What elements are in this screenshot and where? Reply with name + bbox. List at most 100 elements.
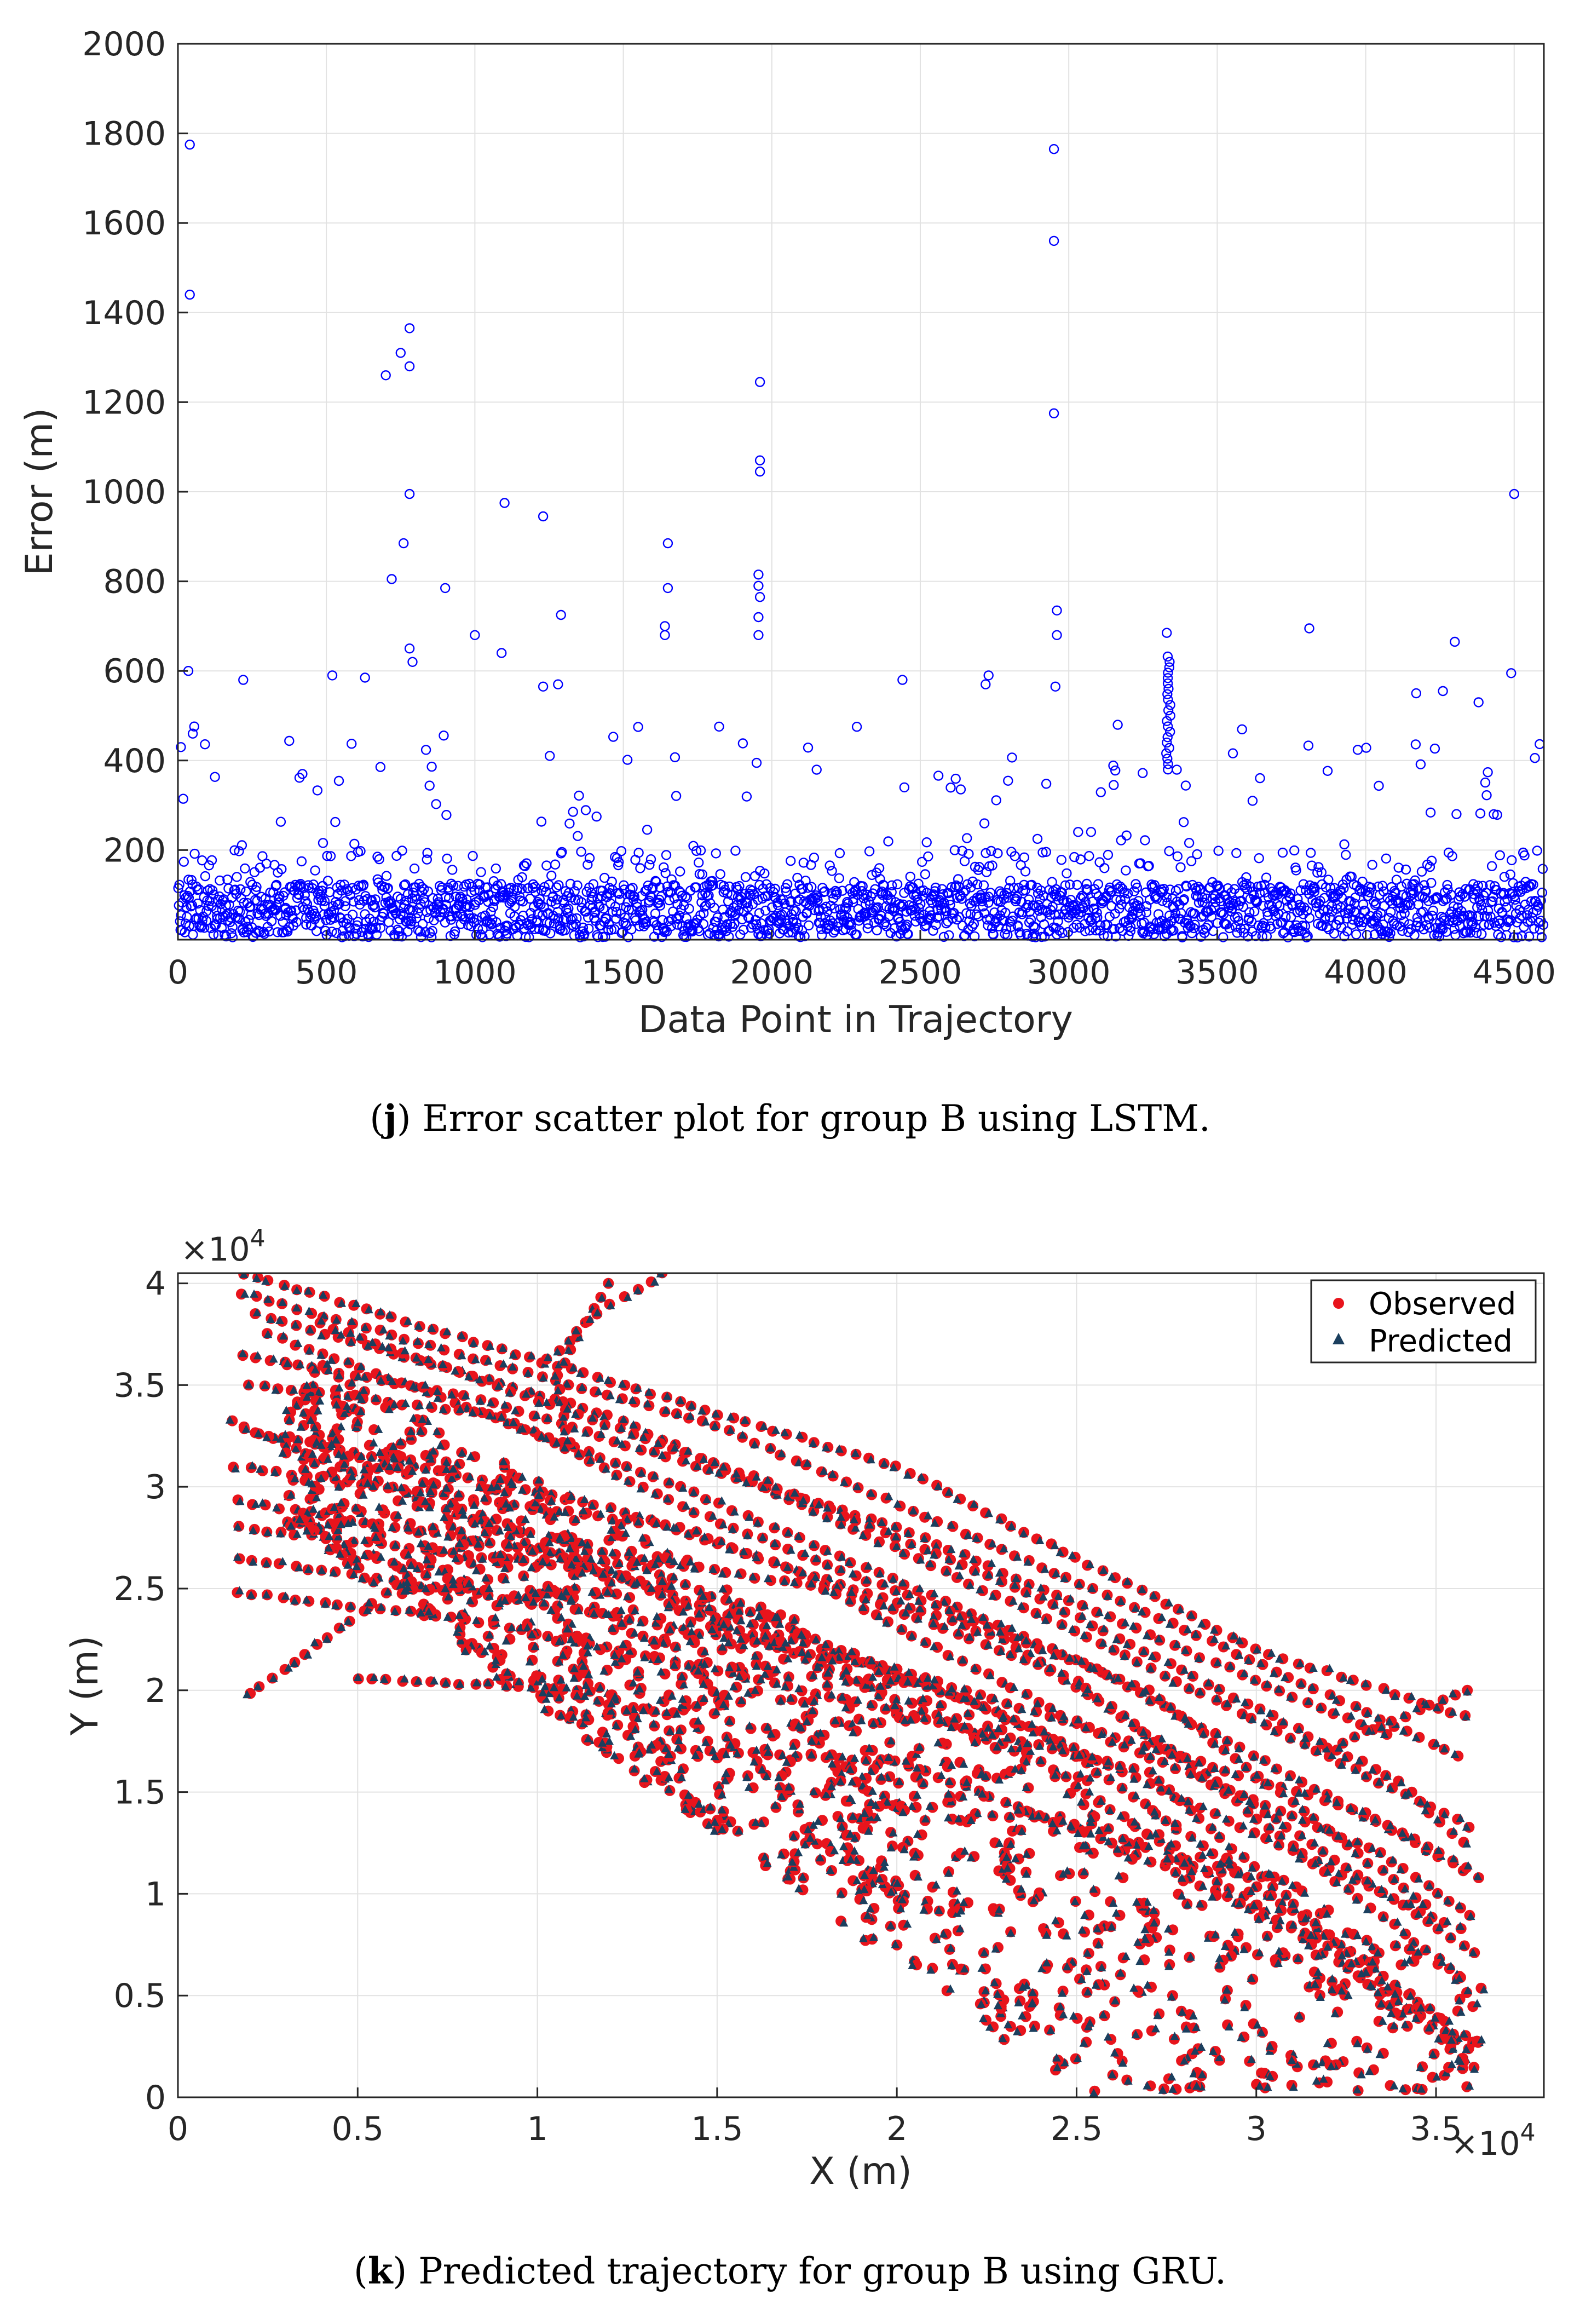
chart-j-point (1520, 899, 1531, 910)
chart-j-point (244, 902, 255, 913)
chart-j-point (234, 846, 244, 856)
chart-k-predicted-point (1332, 1878, 1341, 1886)
chart-j-point (178, 856, 189, 867)
chart-k-predicted-point (595, 1373, 604, 1382)
chart-j-point (1236, 895, 1247, 906)
chart-k-predicted-point (783, 1562, 792, 1571)
chart-j-point (722, 888, 733, 899)
chart-k-predicted-point (1327, 1857, 1336, 1866)
chart-k-predicted-point (1337, 1760, 1346, 1769)
chart-j-point (995, 910, 1006, 921)
chart-j-point (1141, 901, 1152, 911)
chart-k-predicted-point (442, 1504, 451, 1512)
chart-k-predicted-point (1108, 1644, 1117, 1653)
chart-k-predicted-point (457, 1351, 466, 1360)
chart-j-point (730, 845, 741, 856)
chart-j-point (1415, 759, 1426, 770)
chart-j-point (1519, 850, 1530, 861)
chart-j-point (1306, 860, 1317, 871)
chart-k-predicted-point (1183, 1625, 1192, 1633)
chart-k-predicted-point (421, 1465, 430, 1474)
chart-j-point (1261, 872, 1272, 883)
chart-j-point (1020, 866, 1031, 877)
chart-j-point (251, 882, 262, 892)
chart-j-point (764, 928, 775, 939)
chart-j-point (1226, 887, 1237, 898)
chart-j-point (886, 880, 897, 891)
chart-j-point (715, 869, 725, 879)
chart-k-predicted-point (251, 1499, 261, 1508)
chart-j-point (693, 857, 704, 868)
chart-j-point (1137, 768, 1148, 778)
chart-j-point (550, 859, 561, 870)
chart-j-x-ticks: 0 500 1000 1500 2000 2500 3000 3500 4000 4500 (168, 930, 1556, 992)
chart-k-predicted-point (1440, 1810, 1449, 1819)
chart-k-predicted-point (252, 1308, 262, 1316)
chart-j-point (634, 907, 644, 918)
chart-j-point (722, 919, 733, 930)
chart-k-predicted-point (633, 1383, 642, 1392)
chart-j-point (956, 894, 967, 904)
chart-k-predicted-point (263, 1528, 273, 1537)
chart-j-point (757, 893, 768, 904)
chart-j-point (967, 921, 978, 931)
chart-j-point (983, 670, 994, 681)
chart-k-predicted-point (1323, 1867, 1332, 1876)
chart-k-predicted-point (1068, 1625, 1077, 1633)
chart-j-point (1177, 932, 1187, 943)
chart-k-predicted-point (608, 1516, 617, 1525)
chart-k-predicted-point (347, 1316, 356, 1325)
chart-j-point (795, 931, 806, 942)
chart-j-point (349, 838, 360, 849)
chart-j-point (1081, 878, 1092, 889)
chart-k-predicted-point (1313, 1747, 1322, 1755)
chart-k-predicted-point (893, 1499, 902, 1508)
chart-j-point (431, 799, 441, 809)
chart-j-xtick-label: 1000 (433, 953, 517, 992)
chart-j-point (803, 743, 814, 753)
chart-k-predicted-point (240, 1289, 250, 1298)
chart-k-predicted-point (834, 1646, 844, 1655)
chart-j-point (966, 882, 976, 893)
chart-j-point (1233, 900, 1244, 911)
chart-k-predicted-point (1399, 1928, 1408, 1936)
chart-j-point (1532, 845, 1542, 856)
chart-j-point (449, 926, 460, 937)
chart-k-predicted-point (1017, 1601, 1026, 1610)
chart-k-predicted-point (611, 1458, 620, 1467)
chart-j-point (186, 901, 196, 912)
chart-j-point (322, 850, 332, 861)
chart-j-point (1033, 888, 1043, 899)
chart-k-predicted-point (1456, 1922, 1465, 1930)
chart-j-point (1358, 899, 1369, 910)
chart-j-point (874, 863, 885, 873)
chart-k-predicted-point (1253, 1645, 1262, 1654)
chart-j-point (781, 886, 792, 897)
chart-j-point (1168, 902, 1179, 913)
chart-k-predicted-point (293, 1435, 303, 1443)
chart-j-point (837, 885, 847, 896)
chart-k-predicted-point (884, 1492, 893, 1500)
chart-j-point (546, 870, 557, 881)
chart-k-predicted-point (678, 1483, 688, 1492)
chart-k-predicted-point (615, 1395, 624, 1403)
chart-k-predicted-point (1243, 1805, 1252, 1814)
chart-k-predicted-point (1311, 1859, 1320, 1867)
chart-k-predicted-point (1280, 1673, 1289, 1682)
chart-k-predicted-point (1318, 1846, 1328, 1855)
chart-j-point (1164, 662, 1175, 672)
chart-j-point (1004, 883, 1014, 894)
chart-j-point (187, 900, 198, 911)
chart-j-point (1163, 764, 1173, 775)
chart-k-predicted-point (1265, 1822, 1275, 1831)
chart-j-point (485, 917, 495, 928)
chart-k-predicted-point (376, 1307, 385, 1316)
chart-k-predicted-point (930, 1518, 939, 1527)
chart-k-predicted-point (508, 1362, 517, 1371)
chart-j-point (1069, 852, 1080, 862)
chart-j-point (1450, 636, 1460, 647)
chart-k-predicted-point (1121, 1711, 1130, 1719)
chart-j-point (339, 931, 349, 942)
chart-j-point (440, 583, 451, 594)
chart-j-point (1036, 931, 1047, 942)
